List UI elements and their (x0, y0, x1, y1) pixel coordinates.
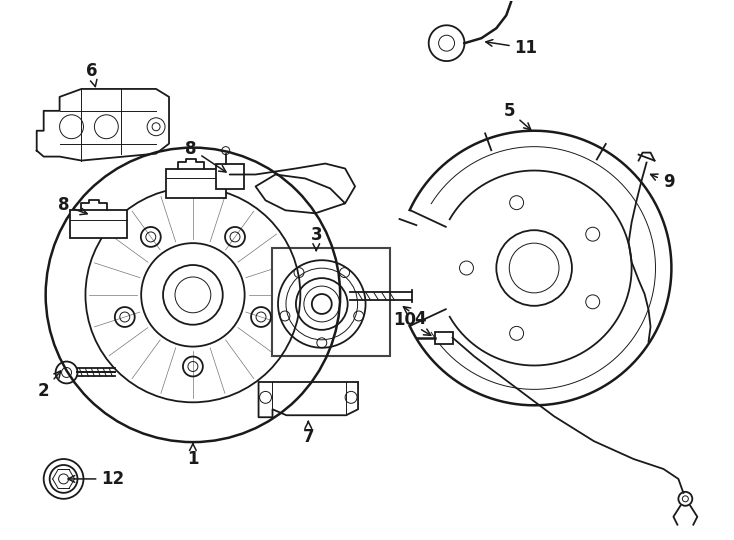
Text: 5: 5 (504, 102, 531, 130)
FancyBboxPatch shape (166, 168, 226, 198)
Text: 11: 11 (486, 39, 538, 57)
Text: 8: 8 (185, 140, 226, 172)
Text: 1: 1 (187, 444, 199, 468)
Text: 7: 7 (302, 422, 314, 446)
FancyBboxPatch shape (70, 210, 127, 238)
FancyBboxPatch shape (216, 164, 244, 190)
Text: 9: 9 (650, 173, 675, 192)
FancyBboxPatch shape (272, 248, 390, 355)
FancyBboxPatch shape (435, 332, 453, 343)
Text: 3: 3 (310, 226, 322, 251)
Text: 10: 10 (393, 310, 431, 335)
Text: 6: 6 (86, 62, 97, 86)
Text: 8: 8 (58, 197, 87, 215)
Text: 12: 12 (68, 470, 125, 488)
Text: 2: 2 (38, 371, 61, 400)
Text: 4: 4 (404, 307, 426, 328)
